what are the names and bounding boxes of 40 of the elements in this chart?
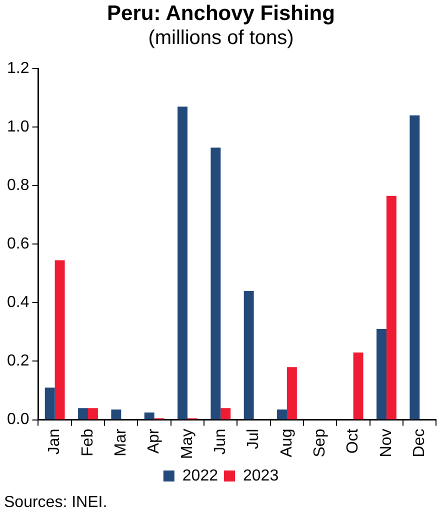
bar <box>353 352 364 420</box>
bar <box>178 106 188 420</box>
legend-label: 2023 <box>243 467 279 484</box>
bar <box>277 410 287 420</box>
y-tick-label: 1.0 <box>6 118 30 136</box>
y-tick-label: 0.4 <box>6 294 30 312</box>
x-tick-label: Dec <box>411 428 428 458</box>
y-tick-label: 0.2 <box>6 352 30 370</box>
x-tick-label: Jul <box>245 428 262 450</box>
y-tick-label: 0.6 <box>6 236 30 253</box>
bar <box>220 408 231 420</box>
x-tick-label: Jun <box>212 428 230 455</box>
bar <box>111 410 122 420</box>
bar <box>54 260 65 420</box>
x-tick-label: Mar <box>112 428 130 456</box>
x-tick-label: Aug <box>278 428 296 458</box>
legend-label: 2022 <box>182 467 218 484</box>
x-tick-label: Apr <box>146 428 163 454</box>
x-tick-label: Jan <box>46 428 64 455</box>
bar <box>88 408 98 420</box>
y-tick-label: 1.2 <box>6 60 30 78</box>
bar <box>244 291 254 420</box>
chart-subtitle: (millions of tons) <box>147 26 295 50</box>
x-tick-label: May <box>178 428 196 460</box>
y-tick-label: 0.0 <box>6 411 30 428</box>
bar <box>210 148 221 420</box>
x-tick-label: Sep <box>312 428 329 458</box>
y-tick-label: 0.8 <box>6 177 30 194</box>
bar <box>78 408 88 420</box>
bar <box>144 412 154 420</box>
x-tick-label: Oct <box>344 428 362 454</box>
source-note: Sources: INEI. <box>4 494 108 512</box>
chart-title: Peru: Anchovy Fishing <box>106 2 336 26</box>
bar <box>44 388 55 420</box>
x-tick-label: Feb <box>79 428 96 456</box>
bar <box>286 367 297 420</box>
x-tick-label: Nov <box>378 428 395 458</box>
bar <box>410 115 420 420</box>
bar <box>386 196 396 420</box>
bar <box>376 329 386 420</box>
